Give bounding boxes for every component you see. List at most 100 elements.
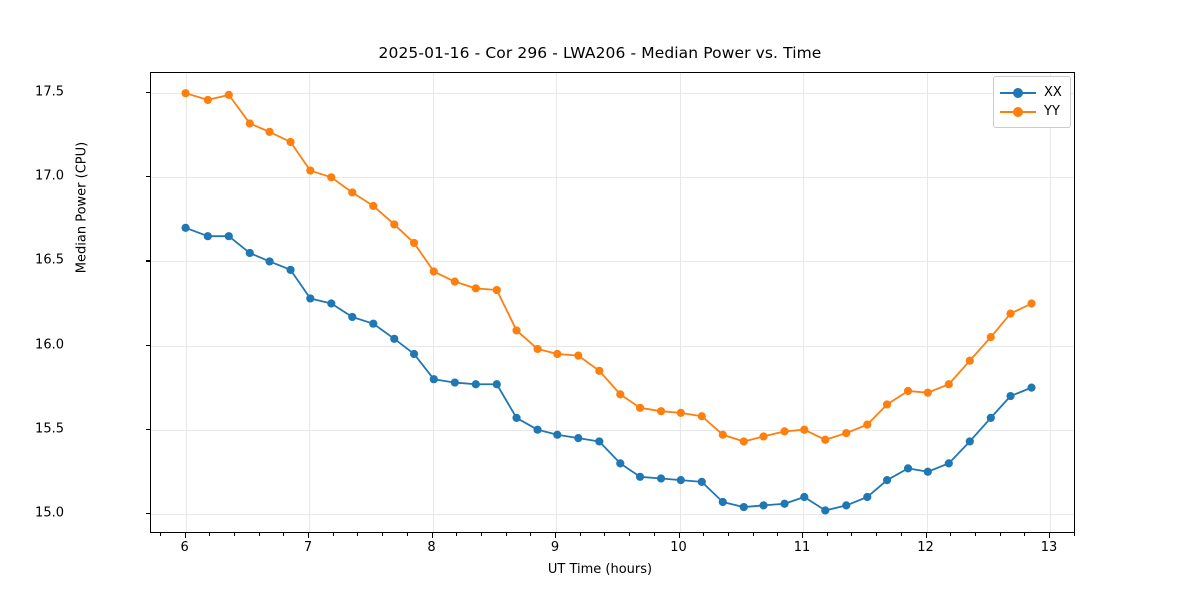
- data-point: [656, 407, 666, 416]
- x-tick-label: 8: [427, 540, 436, 555]
- legend-label: XX: [1044, 85, 1062, 100]
- x-tick-minor: [999, 533, 1001, 536]
- x-tick-minor: [876, 533, 878, 536]
- data-point: [718, 430, 727, 439]
- data-point: [181, 89, 190, 98]
- x-tick-mark: [925, 533, 927, 538]
- data-point: [1027, 299, 1036, 308]
- data-point: [635, 472, 645, 481]
- data-point: [512, 326, 521, 335]
- x-tick-minor: [233, 533, 235, 536]
- data-point: [965, 437, 974, 446]
- y-tick-label: 15.0: [35, 505, 64, 521]
- data-point: [595, 437, 604, 446]
- data-point: [533, 425, 542, 434]
- x-tick-minor: [258, 533, 260, 536]
- data-point: [759, 432, 768, 441]
- data-point: [492, 285, 501, 295]
- x-tick-mark: [184, 533, 186, 538]
- data-point: [882, 476, 892, 485]
- data-point: [265, 127, 274, 136]
- data-point: [369, 319, 378, 328]
- data-point: [595, 366, 604, 375]
- x-tick-minor: [530, 533, 532, 536]
- legend-item-xx[interactable]: XX: [1000, 83, 1062, 102]
- x-tick-minor: [382, 533, 384, 536]
- data-point: [306, 294, 315, 303]
- x-tick-minor: [505, 533, 507, 536]
- series-xx: [181, 223, 1036, 515]
- y-tick-mark: [146, 428, 151, 430]
- chart-title: 2025-01-16 - Cor 296 - LWA206 - Median P…: [378, 44, 822, 62]
- x-tick-minor: [974, 533, 976, 536]
- legend-item-yy[interactable]: YY: [1000, 102, 1062, 121]
- data-point: [842, 428, 851, 438]
- x-tick-minor: [900, 533, 902, 536]
- data-point: [800, 492, 809, 502]
- data-point: [203, 95, 212, 105]
- gridline-vertical: [926, 73, 928, 532]
- data-point: [676, 476, 685, 485]
- legend: XX YY: [993, 76, 1071, 128]
- data-point: [492, 380, 501, 389]
- x-tick-label: 13: [1040, 540, 1058, 555]
- data-point: [533, 344, 542, 354]
- x-tick-minor: [653, 533, 655, 536]
- data-point: [286, 137, 295, 147]
- data-point: [245, 119, 254, 128]
- gridline-horizontal: [151, 513, 1074, 515]
- data-point: [635, 403, 645, 412]
- data-point: [327, 299, 336, 308]
- x-tick-mark: [555, 533, 557, 538]
- data-point: [553, 430, 562, 439]
- x-axis-label: UT Time (hours): [547, 562, 653, 577]
- data-series-layer: [181, 89, 1036, 515]
- x-tick-minor: [357, 533, 359, 536]
- data-point: [409, 238, 419, 248]
- y-tick-label: 17.5: [35, 84, 64, 100]
- data-point: [1006, 391, 1015, 401]
- data-point: [327, 173, 336, 182]
- data-point: [923, 388, 932, 397]
- x-tick-minor: [851, 533, 853, 536]
- x-tick-label: 9: [550, 540, 560, 555]
- data-point: [821, 506, 830, 515]
- data-point: [1006, 309, 1015, 318]
- data-point: [882, 400, 892, 409]
- data-point: [429, 375, 438, 384]
- gridline-vertical: [1050, 73, 1052, 532]
- data-point: [1027, 383, 1036, 392]
- legend-label: YY: [1044, 104, 1060, 119]
- y-tick-mark: [146, 344, 151, 346]
- data-point: [903, 464, 913, 473]
- data-point: [923, 467, 932, 476]
- y-tick-mark: [146, 260, 151, 262]
- data-point: [224, 90, 233, 99]
- data-point: [863, 420, 872, 429]
- gridline-vertical: [185, 73, 187, 532]
- x-tick-minor: [629, 533, 631, 536]
- data-point: [965, 356, 974, 365]
- data-point: [616, 390, 625, 399]
- y-axis-label: Median Power (CPU): [74, 141, 90, 274]
- x-tick-minor: [283, 533, 285, 536]
- y-tick-mark: [146, 176, 151, 178]
- data-point: [245, 248, 254, 258]
- x-tick-label: 12: [917, 540, 934, 555]
- x-tick-minor: [406, 533, 408, 536]
- x-tick-minor: [332, 533, 334, 536]
- data-point: [471, 284, 480, 293]
- data-point: [471, 380, 480, 389]
- data-point: [739, 437, 748, 446]
- data-point: [903, 386, 913, 396]
- data-point: [986, 413, 995, 423]
- gridline-vertical: [556, 73, 558, 532]
- gridline-vertical: [432, 73, 434, 532]
- x-tick-minor: [703, 533, 705, 536]
- gridline-horizontal: [151, 93, 1074, 95]
- x-tick-minor: [604, 533, 606, 536]
- data-point: [821, 435, 830, 444]
- x-tick-minor: [1024, 533, 1026, 536]
- x-tick-minor: [826, 533, 828, 536]
- data-point: [616, 459, 625, 468]
